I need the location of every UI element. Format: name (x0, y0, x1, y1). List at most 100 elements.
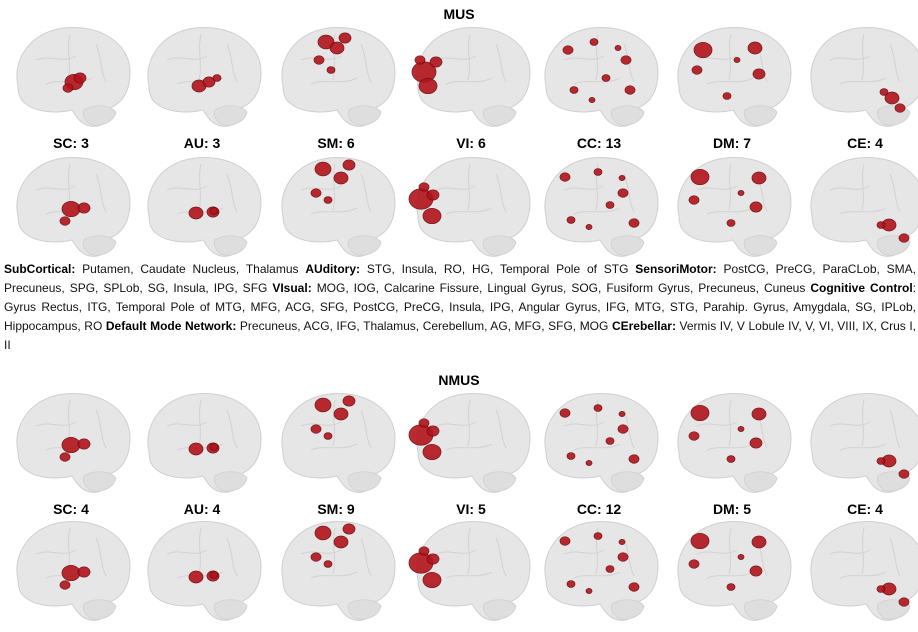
sulcus-line (332, 33, 336, 81)
cerebellum-outline (82, 599, 117, 620)
activation-blob (310, 424, 322, 434)
sulcus-line (35, 421, 77, 427)
brain-vi (406, 20, 536, 138)
activation-blob (566, 452, 576, 460)
sulcus-line (573, 571, 621, 579)
activation-blob (559, 172, 571, 182)
mus-label-cc: CC: 13 (576, 135, 622, 151)
activation-blob (333, 535, 349, 549)
activation-blob (188, 570, 204, 584)
brain-cc (534, 514, 664, 632)
activation-blob (617, 188, 629, 198)
activation-blob (585, 460, 593, 466)
activation-blob (323, 560, 333, 568)
activation-blob (691, 65, 703, 75)
nmus-label-au: AU: 4 (183, 501, 221, 517)
activation-blob (562, 45, 574, 55)
brain-dm-render (677, 26, 792, 127)
cerebellum-outline (347, 599, 382, 620)
brain-ce-render (810, 156, 918, 257)
brain-sm-render (281, 520, 396, 621)
brain-sc-render (16, 392, 131, 493)
cerebellum-outline (347, 471, 382, 492)
sulcus-line (166, 55, 208, 61)
activation-blob (426, 425, 440, 437)
brain-vi (406, 150, 536, 268)
brain-au-render (147, 26, 262, 127)
sulcus-line (839, 207, 887, 215)
activation-blob (62, 83, 74, 93)
sulcus-line (861, 527, 865, 575)
cerebellum-outline (482, 235, 517, 256)
activation-blob (898, 469, 910, 479)
activation-blob (747, 41, 763, 55)
sulcus-line (573, 77, 621, 85)
caption-regions: STG, Insula, RO, HG, Temporal Pole of ST… (360, 262, 636, 276)
mus-brain-row-bottom (0, 150, 918, 268)
activation-blob (314, 397, 332, 413)
brain-ce (800, 150, 918, 268)
activation-blob (77, 202, 91, 214)
brain-sc-render (16, 26, 131, 127)
brain-au (137, 386, 267, 504)
activation-blob (77, 438, 91, 450)
activation-blob (61, 200, 81, 218)
brain-sm (271, 514, 401, 632)
cerebellum-outline (482, 599, 517, 620)
brain-ce-render (810, 520, 918, 621)
sulcus-line (495, 43, 507, 83)
activation-blob (59, 216, 71, 226)
brain-dm (667, 386, 797, 504)
cerebellum-outline (347, 105, 382, 126)
activation-blob (326, 66, 336, 74)
brain-cc (534, 386, 664, 504)
cerebellum-outline (213, 105, 248, 126)
sulcus-line (300, 421, 342, 427)
sulcus-line (595, 163, 599, 211)
caption-term: SensoriMotor: (635, 262, 717, 276)
sulcus-line (728, 163, 732, 211)
sulcus-line (310, 571, 358, 579)
sulcus-line (95, 409, 107, 449)
activation-blob (737, 554, 745, 560)
sulcus-line (728, 33, 732, 81)
activation-blob (751, 171, 767, 185)
sulcus-line (595, 527, 599, 575)
activation-blob (876, 585, 886, 593)
brain-sm-render (281, 26, 396, 127)
caption-regions: PostCG, PreCG, ParaCLob, SMA, Precuneus,… (4, 262, 916, 295)
sulcus-line (198, 33, 202, 81)
cerebellum-outline (347, 235, 382, 256)
sulcus-line (467, 399, 471, 447)
nmus-label-sc: SC: 4 (53, 501, 89, 517)
sulcus-line (445, 571, 493, 579)
sulcus-line (95, 537, 107, 577)
activation-blob (418, 182, 430, 192)
cerebellum-outline (213, 471, 248, 492)
activation-blob (77, 566, 91, 578)
mus-label-ce: CE: 4 (847, 135, 883, 151)
brain-sm-render (281, 156, 396, 257)
sulcus-line (300, 185, 342, 191)
sulcus-line (332, 163, 336, 211)
sulcus-line (595, 399, 599, 447)
sulcus-line (829, 421, 871, 427)
activation-blob (202, 76, 216, 88)
brain-sc (6, 514, 136, 632)
nmus-label-row: SC: 4 AU: 4 SM: 9 VI: 5 CC: 12 DM: 5 CE:… (0, 500, 918, 520)
sulcus-line (861, 163, 865, 211)
nmus-label-cc: CC: 12 (576, 501, 622, 517)
sulcus-line (889, 43, 901, 83)
activation-blob (426, 189, 440, 201)
caption-term: Default Mode Network: (105, 319, 237, 333)
activation-blob (605, 201, 615, 209)
sulcus-line (829, 55, 871, 61)
caption-term: Cognitive Control (810, 281, 913, 295)
mus-label-sm: SM: 6 (317, 135, 355, 151)
activation-blob (617, 424, 629, 434)
sulcus-line (435, 185, 477, 191)
sulcus-line (198, 163, 202, 211)
sulcus-line (310, 443, 358, 451)
brain-cc-render (544, 26, 659, 127)
activation-blob (879, 88, 889, 96)
